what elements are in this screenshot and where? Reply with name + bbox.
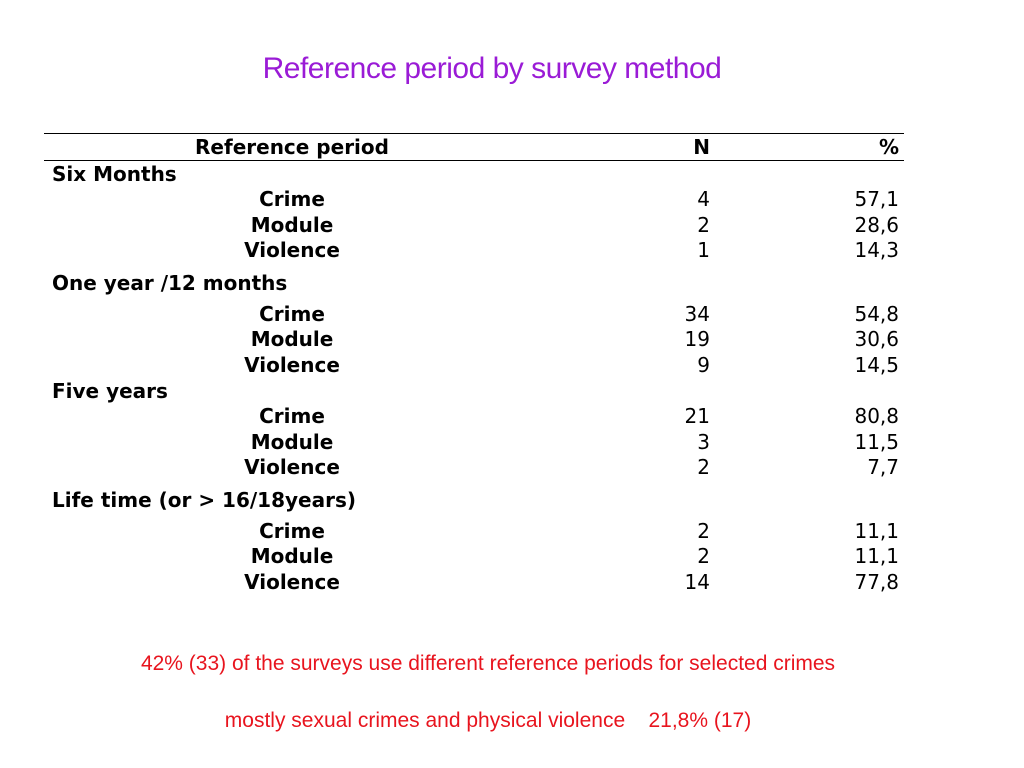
table-row: Violence 9 14,5: [44, 353, 904, 379]
row-n: 34: [684, 301, 710, 326]
table-row: Violence 2 7,7: [44, 455, 904, 481]
row-percent: 11,1: [854, 544, 899, 568]
row-label: Violence: [244, 455, 340, 479]
row-percent: 57,1: [854, 187, 899, 211]
table-row: Violence 1 14,3: [44, 238, 904, 264]
row-n: 21: [684, 404, 710, 428]
table-row: Crime 21 80,8: [44, 404, 904, 430]
table-row: Crime 2 11,1: [44, 519, 904, 545]
row-percent: 30,6: [854, 327, 899, 351]
row-n: 4: [697, 187, 710, 211]
row-n: 9: [697, 352, 710, 377]
row-n: 14: [684, 569, 710, 594]
page-title: Reference period by survey method: [262, 52, 722, 85]
header-percent: %: [878, 135, 899, 159]
table-row: Module 19 30,6: [44, 327, 904, 353]
row-label: Module: [250, 212, 334, 237]
row-n: 3: [697, 429, 710, 454]
table-row: Crime 34 54,8: [44, 302, 904, 328]
table-row: Module 2 28,6: [44, 213, 904, 239]
group-title: One year /12 months: [52, 270, 288, 295]
row-label: Crime: [259, 301, 325, 326]
table-row: Violence 14 77,8: [44, 570, 904, 596]
table-row: Crime 4 57,1: [44, 187, 904, 213]
group-title: Five years: [52, 379, 168, 403]
row-percent: 77,8: [854, 569, 899, 594]
row-n: 2: [697, 518, 710, 543]
group-title: Six Months: [52, 162, 177, 186]
table-top-rule: [44, 133, 904, 134]
row-label: Crime: [259, 404, 325, 428]
row-label: Module: [250, 327, 334, 351]
row-percent: 28,6: [854, 212, 899, 237]
row-label: Violence: [244, 569, 340, 594]
row-label: Module: [250, 544, 334, 568]
row-percent: 80,8: [854, 404, 899, 428]
row-percent: 14,5: [854, 352, 899, 377]
row-label: Violence: [244, 238, 340, 262]
row-percent: 14,3: [854, 238, 899, 262]
row-percent: 11,1: [854, 518, 899, 543]
row-n: 2: [697, 544, 710, 568]
row-percent: 54,8: [854, 301, 899, 326]
row-percent: 11,5: [854, 429, 899, 454]
row-label: Module: [250, 429, 334, 454]
row-percent: 7,7: [867, 455, 899, 479]
table-header: Reference period N %: [44, 134, 904, 160]
header-n: N: [693, 135, 710, 159]
row-n: 19: [684, 327, 710, 351]
row-label: Crime: [259, 187, 325, 211]
header-reference-period: Reference period: [195, 135, 389, 159]
row-n: 2: [697, 212, 710, 237]
table-row: Module 2 11,1: [44, 544, 904, 570]
table-header-rule: [44, 160, 904, 161]
row-n: 2: [697, 455, 710, 479]
reference-period-table: Reference period N % Six Months Crime 4 …: [44, 133, 904, 595]
footnote-different-periods: 42% (33) of the surveys use different re…: [140, 652, 836, 675]
row-n: 1: [697, 238, 710, 262]
group-title: Life time (or > 16/18years): [52, 487, 357, 512]
row-label: Crime: [259, 518, 325, 543]
row-label: Violence: [244, 352, 340, 377]
table-row: Module 3 11,5: [44, 430, 904, 456]
footnote-sexual-physical: mostly sexual crimes and physical violen…: [224, 709, 752, 732]
